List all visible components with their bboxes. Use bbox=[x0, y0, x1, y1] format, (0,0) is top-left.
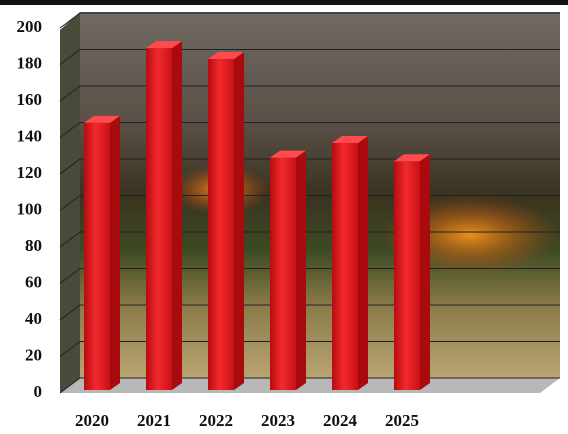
bar-front bbox=[394, 161, 420, 390]
y-tick-label: 100 bbox=[17, 199, 43, 218]
bar-front bbox=[208, 59, 234, 391]
bar-top bbox=[84, 115, 120, 123]
y-tick-label: 160 bbox=[17, 90, 43, 109]
x-tick-label: 2025 bbox=[385, 411, 419, 430]
bar-top bbox=[332, 135, 368, 143]
bar-side bbox=[358, 135, 368, 390]
grid-line bbox=[59, 304, 81, 321]
bar-side bbox=[420, 154, 430, 390]
floor bbox=[60, 378, 560, 393]
y-tick-label: 180 bbox=[17, 53, 43, 72]
grid-line bbox=[59, 268, 81, 284]
grid-line bbox=[59, 122, 81, 138]
bar-top bbox=[146, 41, 182, 49]
top-strip bbox=[0, 0, 568, 5]
bar-side bbox=[172, 41, 182, 390]
y-tick-label: 40 bbox=[25, 309, 42, 328]
bar bbox=[146, 41, 182, 390]
y-tick-label: 200 bbox=[17, 17, 43, 36]
grid-line bbox=[59, 12, 81, 29]
grid-line bbox=[59, 195, 81, 211]
bar bbox=[332, 135, 368, 390]
x-tick-label: 2024 bbox=[323, 411, 358, 430]
x-tick-label: 2023 bbox=[261, 411, 295, 430]
y-tick-label: 120 bbox=[17, 163, 43, 182]
bar-front bbox=[270, 157, 296, 390]
x-tick-label: 2021 bbox=[137, 411, 171, 430]
x-tick-label: 2022 bbox=[199, 411, 233, 430]
x-tick-label: 2020 bbox=[75, 411, 109, 430]
y-tick-label: 140 bbox=[17, 126, 43, 145]
grid-line bbox=[59, 231, 81, 248]
grid-line bbox=[59, 158, 81, 175]
bar-side bbox=[296, 150, 306, 390]
grid-line bbox=[59, 85, 81, 102]
bar-side bbox=[234, 52, 244, 391]
bar-front bbox=[146, 48, 172, 390]
y-tick-label: 20 bbox=[25, 345, 42, 364]
bars bbox=[84, 41, 430, 391]
bar bbox=[84, 115, 120, 391]
bar-top bbox=[270, 150, 306, 158]
y-tick-label: 80 bbox=[25, 236, 42, 255]
grid-line bbox=[59, 377, 81, 394]
bar-front bbox=[332, 142, 358, 390]
grid-line bbox=[59, 49, 81, 65]
y-tick-label: 0 bbox=[34, 382, 43, 401]
bar bbox=[394, 154, 430, 390]
bar-top bbox=[208, 52, 244, 60]
y-tick-label: 60 bbox=[25, 272, 42, 291]
bar-side bbox=[110, 115, 120, 391]
bar-top bbox=[394, 154, 430, 162]
bar bbox=[270, 150, 306, 390]
grid-line bbox=[59, 341, 81, 357]
bar bbox=[208, 52, 244, 391]
bar-front bbox=[84, 122, 110, 391]
